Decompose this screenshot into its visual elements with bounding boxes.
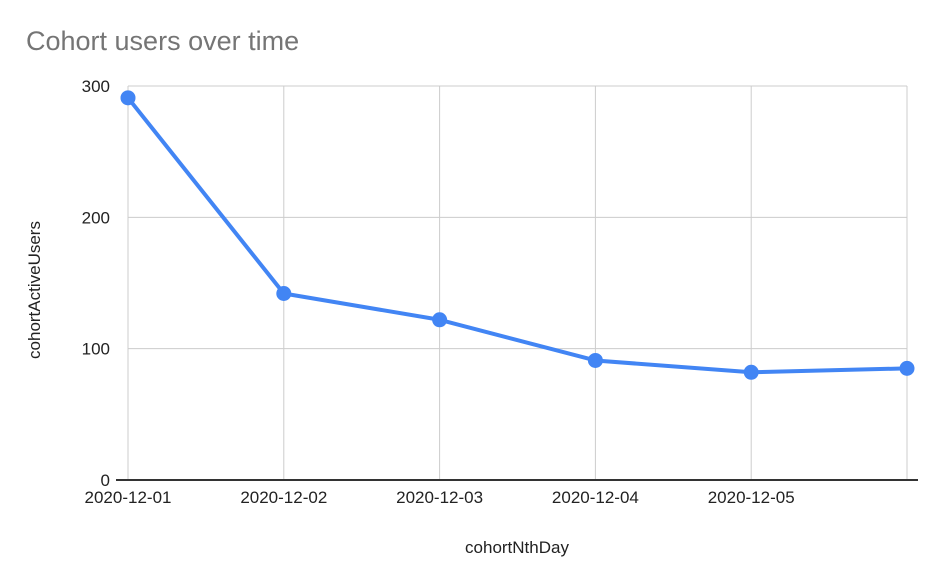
data-point: [899, 360, 915, 376]
x-tick-label: 2020-12-02: [240, 488, 327, 507]
x-tick-label: 2020-12-05: [708, 488, 795, 507]
x-tick-label: 2020-12-01: [85, 488, 172, 507]
y-tick-label: 300: [82, 77, 110, 96]
chart-title: Cohort users over time: [26, 26, 300, 56]
x-tick-label: 2020-12-04: [552, 488, 639, 507]
x-tick-label: 2020-12-03: [396, 488, 483, 507]
data-point: [276, 286, 292, 302]
x-axis-title: cohortNthDay: [465, 538, 569, 557]
data-point: [743, 364, 759, 380]
data-point: [432, 312, 448, 328]
y-tick-label: 100: [82, 340, 110, 359]
data-point: [587, 352, 603, 368]
y-tick-label: 0: [101, 471, 110, 490]
data-point: [120, 90, 136, 106]
series-line: [126, 95, 909, 375]
y-tick-label: 200: [82, 208, 110, 227]
